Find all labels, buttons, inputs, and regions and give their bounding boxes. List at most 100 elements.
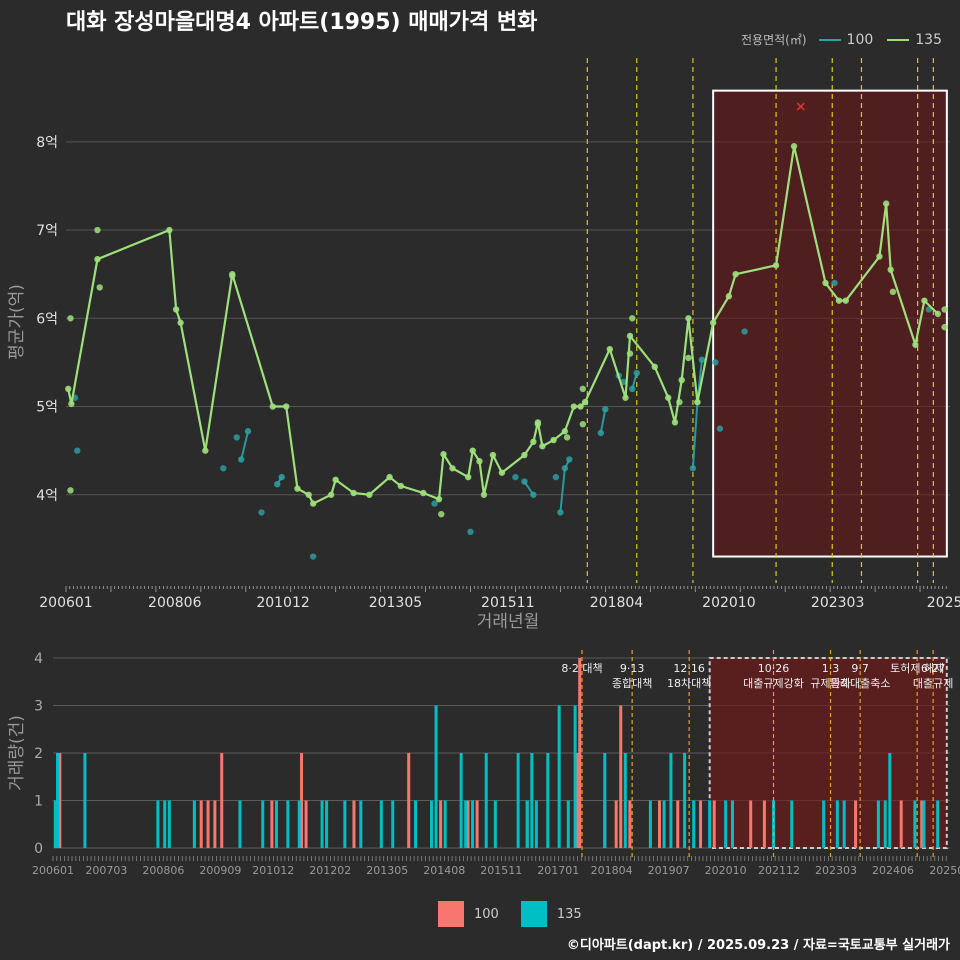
x-tick-label: 201305 — [369, 595, 422, 611]
policy-label: 규제완화 — [810, 677, 850, 690]
series-100-point — [566, 456, 573, 463]
bar-135 — [835, 800, 839, 848]
series-135-point — [449, 465, 456, 472]
bar-135 — [286, 800, 290, 848]
y-tick-label: 1 — [34, 794, 43, 810]
legend-label-135: 135 — [915, 31, 942, 48]
bar-100 — [920, 800, 924, 848]
series-135-point — [229, 272, 236, 280]
bar-135 — [534, 800, 538, 848]
bar-135 — [430, 800, 434, 848]
series-135-point — [934, 310, 942, 318]
series-100-point — [712, 359, 719, 366]
series-100-point — [278, 473, 285, 481]
series-135-point — [622, 394, 629, 401]
x-tick-label: 201012 — [256, 595, 309, 611]
bar-135 — [156, 800, 160, 848]
bar-135 — [379, 800, 383, 848]
bar-135 — [391, 800, 395, 848]
bar-100 — [352, 800, 356, 848]
series-100-point — [552, 473, 560, 481]
bar-100 — [676, 800, 680, 848]
series-135-point — [489, 451, 497, 459]
series-135-point — [65, 385, 72, 393]
series-135-point — [790, 143, 798, 150]
series-135-point — [305, 491, 312, 498]
series-135-point — [876, 253, 883, 260]
bar-100 — [439, 800, 443, 848]
series-100-point — [431, 500, 438, 507]
x-tick-label: 201804 — [591, 864, 633, 877]
bar-100 — [466, 800, 470, 848]
x-tick-label: 201202 — [309, 864, 351, 877]
bar-135 — [888, 753, 892, 848]
bar-100 — [58, 753, 62, 848]
legend-swatch-label-135: 135 — [556, 906, 582, 922]
bar-135 — [842, 800, 846, 848]
series-135-point — [629, 315, 636, 322]
series-100-point — [244, 428, 252, 435]
policy-label: 특례대출축소 — [830, 677, 891, 690]
policy-label: 1·3 — [822, 662, 840, 675]
series-135-point — [539, 443, 546, 450]
series-135-point — [480, 491, 488, 498]
policy-label: 9·13 — [620, 662, 645, 675]
series-135-point — [397, 482, 405, 490]
series-100-point — [561, 465, 569, 472]
bar-135 — [53, 800, 57, 848]
x-tick-label: 202112 — [758, 864, 800, 877]
bar-135 — [603, 753, 607, 848]
bar-100 — [300, 753, 304, 848]
bar-100 — [213, 800, 217, 848]
series-135-point — [822, 279, 829, 287]
x-tick-label: 201511 — [480, 864, 522, 877]
bar-135 — [320, 800, 324, 848]
bar-100 — [699, 800, 703, 848]
x-tick-label: 202406 — [872, 864, 914, 877]
bar-135 — [913, 800, 917, 848]
bar-135 — [683, 753, 687, 848]
bar-135 — [343, 800, 347, 848]
series-100-point — [741, 328, 748, 335]
series-100-point — [258, 509, 265, 516]
bar-135 — [922, 800, 926, 848]
y-tick-label: 4 — [34, 651, 43, 667]
bar-135 — [662, 800, 666, 848]
series-100-point — [220, 465, 227, 472]
x-tick-label: 202303 — [815, 864, 857, 877]
bar-100 — [762, 800, 766, 848]
series-135-point — [772, 262, 780, 269]
bottom-highlight-box — [708, 657, 948, 849]
bar-100 — [304, 800, 308, 848]
legend-swatch-label-100: 100 — [474, 906, 499, 922]
bar-135 — [708, 800, 712, 848]
series-135-point — [465, 473, 472, 481]
series-135-point — [294, 485, 301, 492]
x-tick-label: 20250 — [929, 864, 960, 877]
series-100-point — [602, 405, 609, 413]
series-135-point — [498, 469, 506, 476]
series-135-point — [882, 200, 890, 207]
series-135-point — [709, 319, 717, 326]
bar-100 — [619, 705, 623, 848]
series-135-point — [94, 255, 101, 263]
bar-135 — [730, 800, 734, 848]
bar-135 — [484, 753, 488, 848]
bar-100 — [475, 800, 479, 848]
bar-100 — [658, 800, 662, 848]
policy-label: 8·2 대책 — [561, 662, 602, 675]
series-135-point — [366, 491, 373, 498]
series-100-point — [716, 425, 724, 432]
x-tick-label: 200909 — [199, 864, 241, 877]
top-policy-lines — [586, 58, 934, 583]
bar-100 — [854, 800, 858, 848]
series-135-point — [202, 447, 209, 454]
series-100-point — [597, 429, 605, 437]
legend-swatch-100 — [438, 901, 464, 927]
series-100-point — [512, 473, 519, 481]
series-135-point — [94, 226, 101, 234]
bar-100 — [578, 658, 582, 848]
series-135-point — [570, 403, 578, 410]
bar-135 — [557, 705, 561, 848]
series-135-point — [269, 403, 276, 410]
